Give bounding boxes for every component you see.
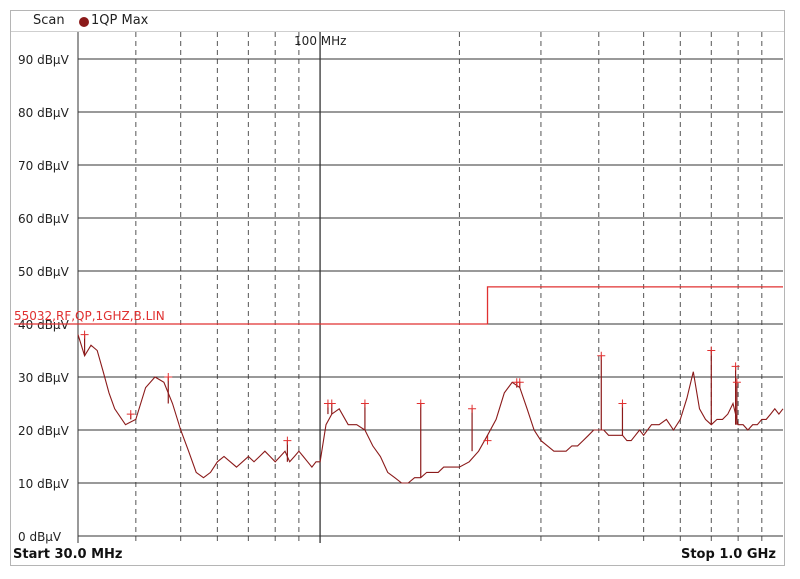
y-tick-label: 30 dBµV (18, 371, 70, 385)
trace-1qp-max (77, 334, 784, 484)
marker-100mhz-label: 100 MHz (294, 34, 346, 48)
chart-frame (10, 10, 785, 566)
peak-marker-icon (164, 373, 173, 381)
y-tick-label: 60 dBµV (18, 212, 70, 226)
peak-marker-icon (360, 399, 369, 408)
y-tick-label: 40 dBµV (18, 318, 70, 332)
peak-marker-icon (732, 378, 741, 387)
trace-label: 1QP Max (91, 13, 149, 28)
trace-color-dot-icon (79, 17, 89, 27)
y-tick-label: 90 dBµV (18, 53, 70, 67)
peak-marker-icon (597, 351, 606, 360)
y-tick-label: 10 dBµV (18, 477, 70, 491)
peak-marker-icon (515, 378, 524, 387)
y-tick-label: 80 dBµV (18, 106, 70, 120)
peak-marker-icon (126, 410, 135, 419)
start-frequency-label: Start 30.0 MHz (13, 547, 123, 562)
peak-marker-icon (468, 404, 477, 413)
peak-marker-icon (327, 399, 336, 408)
y-tick-label: 50 dBµV (18, 265, 70, 279)
peak-marker-icon (618, 399, 627, 408)
stop-frequency-label: Stop 1.0 GHz (680, 547, 776, 562)
peak-marker-icon (283, 436, 292, 445)
peak-marker-icon (416, 399, 425, 408)
peak-marker-icon (80, 330, 89, 339)
peak-marker-icon (483, 436, 492, 445)
limit-line-label: 55032,RF,QP,1GHZ,B.LIN (14, 309, 165, 323)
scan-mode-label: Scan (33, 13, 65, 28)
y-tick-label: 20 dBµV (18, 424, 70, 438)
frequency-footer: Start 30.0 MHz Stop 1.0 GHz (11, 545, 784, 565)
y-tick-label: 70 dBµV (18, 159, 70, 173)
limit-line (14, 286, 783, 325)
trace-header: Scan 1QP Max (11, 11, 784, 32)
peak-marker-icon (731, 362, 740, 371)
y-tick-label: 0 dBµV (18, 530, 62, 544)
peak-marker-icon (707, 346, 716, 355)
